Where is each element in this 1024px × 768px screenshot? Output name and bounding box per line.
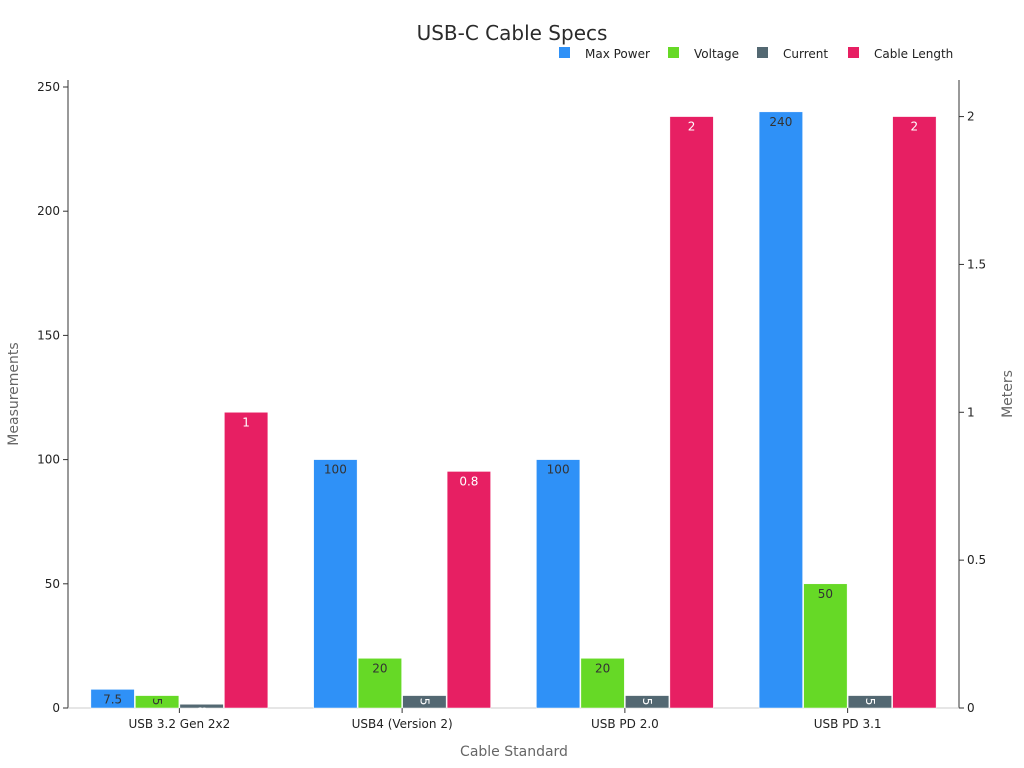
legend-label: Current <box>783 47 828 61</box>
bar-current <box>402 695 447 709</box>
legend-label: Cable Length <box>874 47 953 61</box>
chart-title: USB-C Cable Specs <box>417 21 608 45</box>
legend-swatch <box>848 47 859 58</box>
x-tick-label: USB4 (Version 2) <box>352 717 453 731</box>
y-tick-label: 250 <box>37 80 60 94</box>
bars: 7.5 5 8 1 100 20 5 0.8 100 20 5 2 240 50 5 2 <box>90 111 937 714</box>
x-tick-label: USB PD 3.1 <box>814 717 882 731</box>
bar-voltage <box>357 658 402 709</box>
data-label: 100 <box>547 463 570 477</box>
legend-label: Voltage <box>694 47 739 61</box>
legend-swatch <box>559 47 570 58</box>
data-label: 2 <box>911 120 919 134</box>
bar-max-power <box>758 111 803 709</box>
bar-max-power <box>90 689 135 709</box>
data-label: 1 <box>242 415 250 429</box>
bar-voltage <box>580 658 625 709</box>
data-label: 0.8 <box>459 474 478 488</box>
y-tick-label: 50 <box>45 577 60 591</box>
legend-label: Max Power <box>585 47 650 61</box>
y2-axis-title: Meters <box>1000 370 1016 418</box>
bar-cable-length <box>669 116 714 709</box>
x-axis-title: Cable Standard <box>460 744 568 760</box>
data-label: 240 <box>769 115 792 129</box>
bar-voltage <box>135 695 180 709</box>
bar-cable-length <box>892 116 937 709</box>
bar-current <box>847 695 892 709</box>
data-label: 100 <box>324 463 347 477</box>
data-label: 50 <box>818 587 833 601</box>
y-axis-title: Measurements <box>6 342 22 445</box>
y2-tick-label: 0.5 <box>967 553 986 567</box>
bar-voltage <box>803 583 848 709</box>
data-label: 5 <box>863 698 877 706</box>
data-label: 2 <box>688 120 696 134</box>
bar-max-power <box>536 459 581 709</box>
data-label: 5 <box>640 698 654 706</box>
y2-tick-label: 0 <box>967 701 975 715</box>
bar-cable-length <box>446 471 491 709</box>
y-tick-label: 100 <box>37 453 60 467</box>
bar-cable-length <box>224 412 269 709</box>
x-tick-label: USB PD 2.0 <box>591 717 659 731</box>
bar-max-power <box>313 459 358 709</box>
x-tick-label: USB 3.2 Gen 2x2 <box>128 717 230 731</box>
y2-tick-label: 2 <box>967 110 975 124</box>
y2-tick-label: 1.5 <box>967 257 986 271</box>
y-tick-label: 200 <box>37 204 60 218</box>
data-label: 5 <box>417 698 431 706</box>
legend: Max Power Voltage Current Cable Length <box>559 47 953 61</box>
bar-current <box>179 704 224 709</box>
data-label: 8 <box>195 706 209 714</box>
y2-tick-label: 1 <box>967 405 975 419</box>
data-label: 7.5 <box>103 692 122 706</box>
y-tick-label: 150 <box>37 328 60 342</box>
bar-current <box>625 695 670 709</box>
legend-swatch <box>668 47 679 58</box>
data-label: 5 <box>150 698 164 706</box>
data-label: 20 <box>372 661 387 675</box>
y-tick-label: 0 <box>52 701 60 715</box>
data-label: 20 <box>595 661 610 675</box>
legend-swatch <box>757 47 768 58</box>
